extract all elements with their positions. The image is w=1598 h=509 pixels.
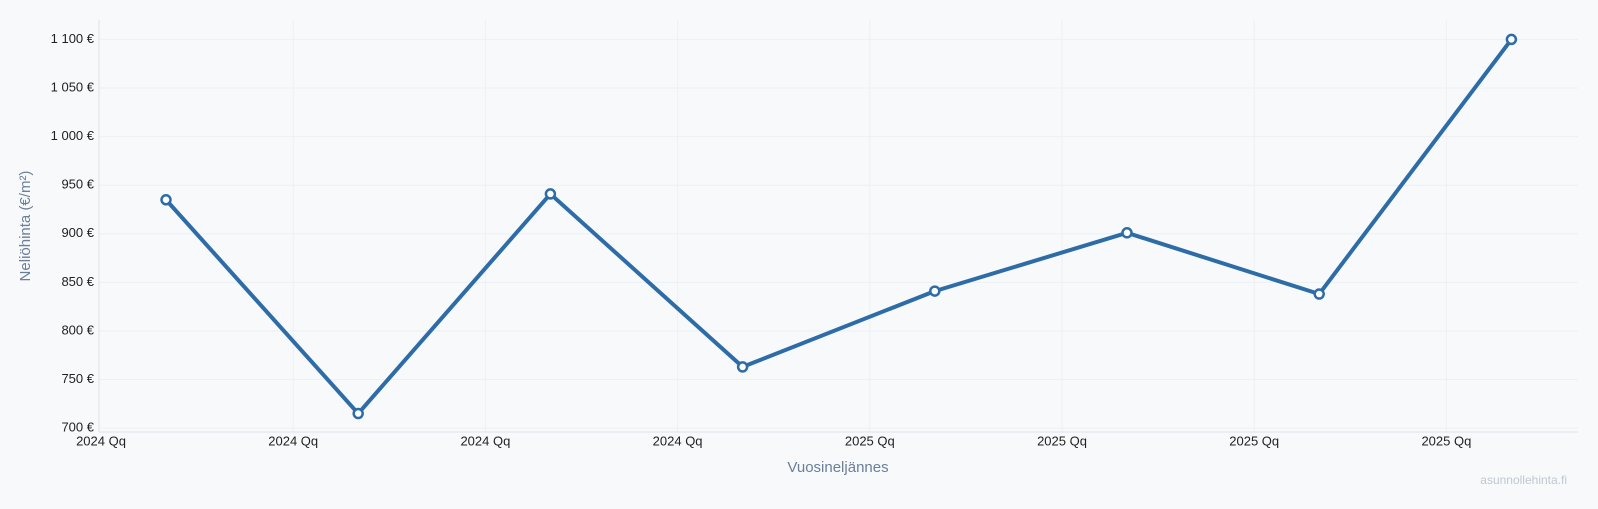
y-tick-label: 950 € bbox=[61, 177, 94, 192]
data-point bbox=[544, 188, 557, 200]
x-tick-label: 2024 Qq bbox=[268, 433, 318, 448]
x-tick-label: 2024 Qq bbox=[460, 433, 510, 448]
y-tick-label: 850 € bbox=[61, 274, 94, 289]
x-tick-label: 2024 Qq bbox=[653, 433, 703, 448]
x-tick-label: 2025 Qq bbox=[845, 433, 895, 448]
data-point bbox=[160, 194, 172, 206]
y-axis-title: Neliöhinta (€/m²) bbox=[17, 171, 34, 282]
y-tick-label: 700 € bbox=[61, 420, 94, 435]
series-line bbox=[164, 38, 1513, 416]
y-tick-label: 1 100 € bbox=[51, 31, 95, 46]
data-point bbox=[1313, 288, 1325, 300]
x-axis-title: Vuosineljännes bbox=[787, 459, 888, 476]
watermark: asunnollehinta.fi bbox=[1480, 473, 1567, 487]
y-tick-label: 1 000 € bbox=[51, 128, 95, 143]
y-tick-label: 800 € bbox=[61, 322, 94, 337]
data-point bbox=[352, 407, 364, 420]
y-tick-label: 1 050 € bbox=[51, 79, 95, 94]
x-tick-label: 2025 Qq bbox=[1037, 433, 1087, 448]
data-point bbox=[736, 361, 749, 373]
y-tick-label: 750 € bbox=[61, 371, 94, 386]
y-tick-label: 900 € bbox=[61, 225, 94, 240]
data-point bbox=[929, 285, 941, 297]
data-point bbox=[1505, 33, 1518, 46]
x-tick-label: 2025 Qq bbox=[1229, 433, 1279, 448]
x-tick-label: 2025 Qq bbox=[1421, 433, 1471, 448]
x-tick-label: 2024 Qq bbox=[76, 433, 126, 448]
data-point bbox=[1121, 227, 1133, 239]
